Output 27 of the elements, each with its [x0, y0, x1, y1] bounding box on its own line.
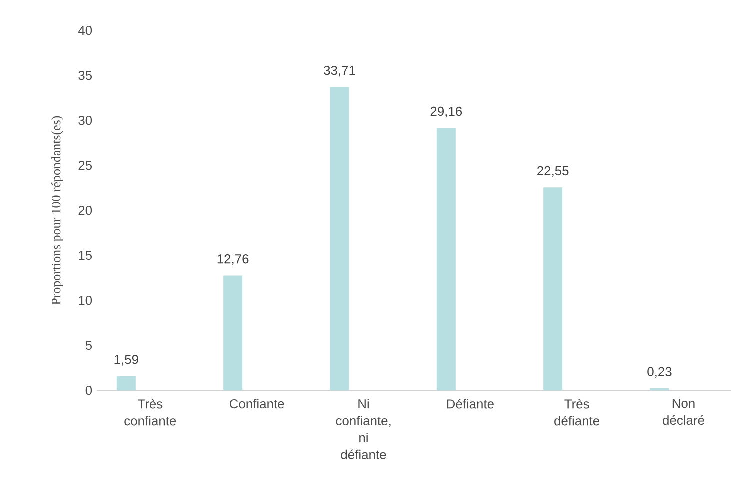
- data-label: 12,76: [218, 254, 249, 266]
- bar: [330, 87, 350, 391]
- y-tick-label: 5: [86, 341, 92, 350]
- x-tick-label: Défiante: [447, 399, 494, 409]
- y-tick-label: 25: [78, 161, 92, 170]
- x-tick-label: Non déclaré: [663, 399, 704, 426]
- data-label: 29,16: [430, 106, 462, 118]
- y-tick-label: 30: [78, 116, 92, 126]
- bar: [116, 376, 136, 391]
- y-tick-label: 40: [78, 26, 92, 36]
- y-tick-label: 0: [86, 386, 92, 396]
- x-tick-label: Très défiante: [554, 399, 600, 426]
- bar: [224, 276, 243, 391]
- y-tick-label: 35: [78, 71, 92, 80]
- x-tick-label: Ni confiante, ni défiante: [336, 399, 391, 460]
- bar: [436, 128, 456, 391]
- data-label: 33,71: [324, 66, 356, 77]
- x-tick-label: Très confiante: [124, 399, 176, 426]
- y-axis-title: Proportions pour 100 répondants(es): [52, 116, 64, 305]
- data-label: 22,55: [538, 166, 569, 178]
- y-tick-label: 20: [78, 206, 92, 216]
- y-tick-label: 15: [79, 251, 92, 260]
- bar: [544, 188, 563, 391]
- y-tick-label: 10: [79, 296, 92, 306]
- x-tick-label: Confiante: [230, 399, 284, 409]
- data-label: 0,23: [648, 367, 672, 378]
- data-label: 1,59: [114, 355, 138, 366]
